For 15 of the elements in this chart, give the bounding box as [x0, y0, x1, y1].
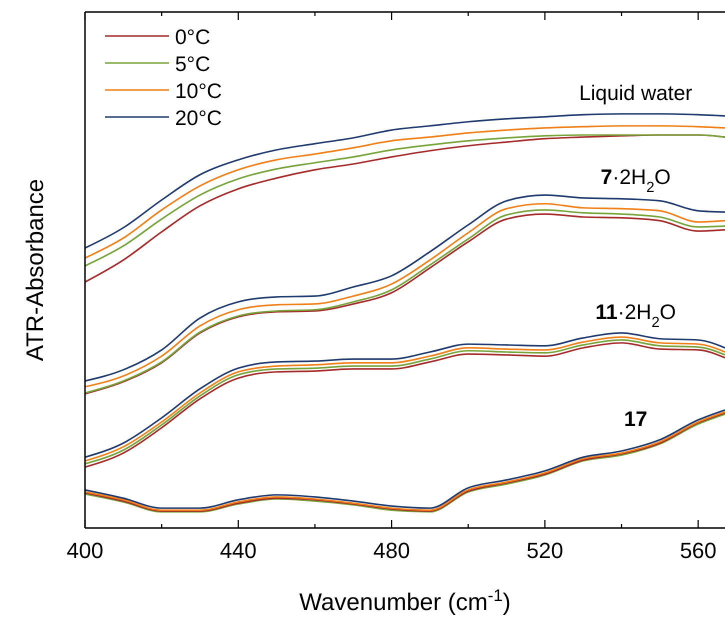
legend-label: 0°C	[175, 26, 210, 49]
legend-label: 20°C	[175, 107, 222, 130]
x-tick-label: 520	[526, 538, 564, 563]
text: Liquid water	[579, 82, 692, 105]
x-tick-label: 480	[373, 538, 410, 563]
legend-label: 10°C	[175, 80, 222, 103]
x-axis-title: Wavenumber (cm$^{-1}$)	[299, 586, 511, 616]
x-tick-label: 400	[66, 538, 104, 563]
x-tick-label: 440	[220, 538, 257, 563]
x-tick-label: 560	[680, 538, 717, 563]
annotation: 11·2H$_{2}$O	[595, 300, 676, 331]
annotation: 7·2H$_{2}$O	[600, 166, 671, 196]
legend-label: 5°C	[175, 53, 210, 76]
y-axis-title: ATR-Absorbance	[22, 178, 49, 362]
annotation: 17	[624, 408, 648, 431]
